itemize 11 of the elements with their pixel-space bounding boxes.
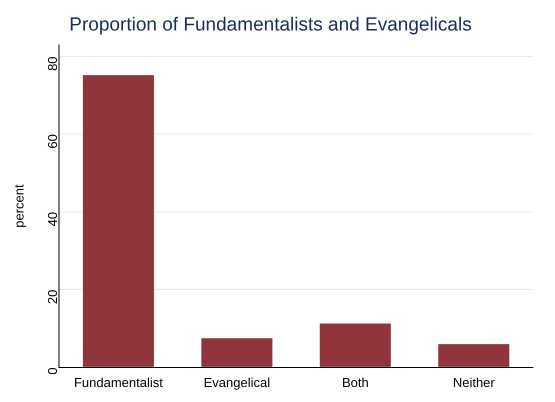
y-tick-label: 80 xyxy=(44,56,60,71)
y-tick-label: 40 xyxy=(44,212,60,226)
y-tick-label: 20 xyxy=(44,290,60,304)
y-tick-label: 0 xyxy=(44,367,60,375)
x-tick-label: Both xyxy=(342,374,369,390)
chart-title: Proportion of Fundamentalists and Evangelicals xyxy=(69,14,472,36)
y-tick-label: 60 xyxy=(44,134,60,149)
x-tick-label: Evangelical xyxy=(204,374,270,390)
x-tick-label: Neither xyxy=(452,374,496,390)
x-tick-label: Fundamentalist xyxy=(74,374,164,390)
y-axis-title: percent xyxy=(11,184,26,228)
